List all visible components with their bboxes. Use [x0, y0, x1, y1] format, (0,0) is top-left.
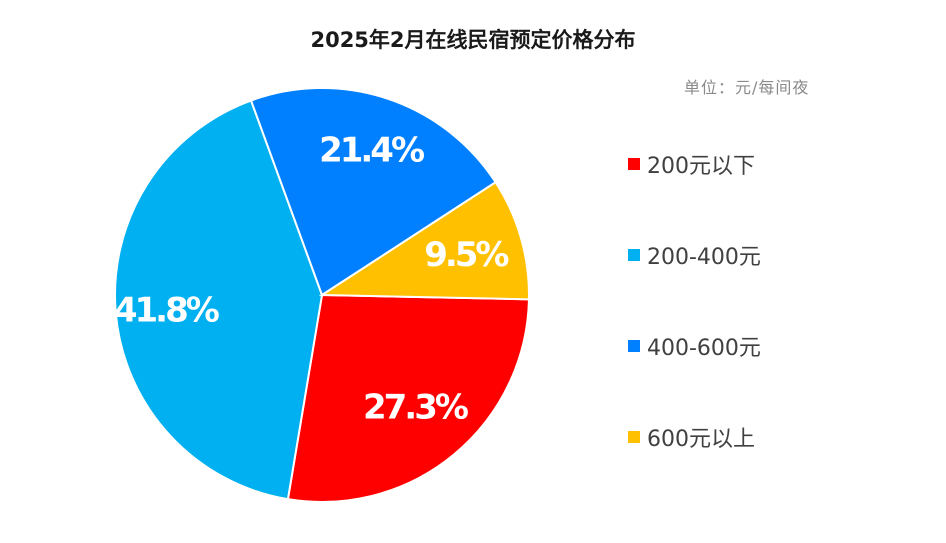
unit-note: 单位：元/每间夜 [684, 78, 810, 97]
pie-slice-200-400 [114, 99, 324, 501]
legend-label: 400-600元 [647, 336, 761, 361]
slice-label-400-600: 21.4% [319, 131, 424, 171]
legend-item-below-200: 200元以下 [628, 146, 761, 182]
legend-label: 600元以上 [647, 427, 755, 452]
pie-slice-below-200 [286, 293, 530, 503]
legend: 200元以下 200-400元 400-600元 600元以上 [628, 146, 761, 510]
chart-title: 2025年2月在线民宿预定价格分布 [310, 28, 636, 52]
legend-swatch [628, 431, 640, 443]
legend-swatch [628, 340, 640, 352]
legend-label: 200元以下 [647, 154, 755, 179]
legend-swatch [628, 249, 640, 261]
legend-label: 200-400元 [647, 245, 761, 270]
pie-slice-above-600 [318, 180, 530, 301]
slice-label-200-400: 41.8% [114, 290, 219, 330]
legend-swatch [628, 158, 640, 170]
slice-label-below-200: 27.3% [363, 388, 468, 428]
legend-item-above-600: 600元以上 [628, 419, 761, 455]
slice-label-above-600: 9.5% [424, 235, 508, 275]
pie-slice-400-600 [249, 87, 497, 297]
legend-item-200-400: 200-400元 [628, 237, 761, 273]
legend-item-400-600: 400-600元 [628, 328, 761, 364]
